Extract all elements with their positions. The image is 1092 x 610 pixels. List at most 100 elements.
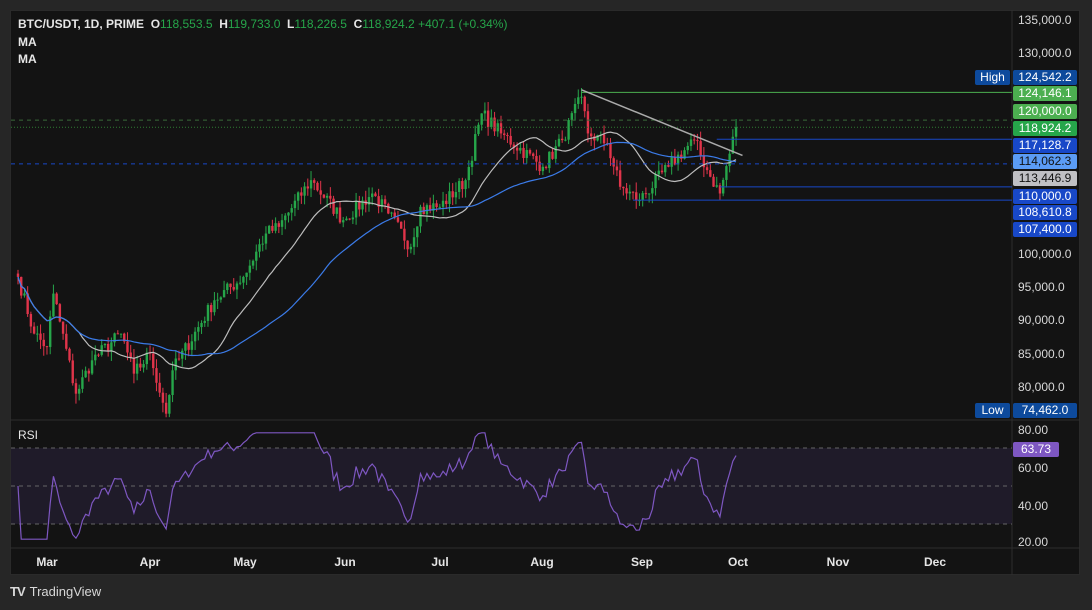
ma-slow-line [17, 141, 737, 357]
rsi-title: RSI [18, 428, 39, 442]
candle-body [332, 198, 335, 214]
candle-body [509, 135, 512, 145]
ma-legend-1[interactable]: MA [18, 35, 37, 49]
price-tag: 110,000.0 [1013, 189, 1077, 204]
candle-body [245, 272, 248, 277]
candle-body [296, 192, 300, 201]
candle-body [435, 203, 438, 207]
candle-body [45, 346, 49, 348]
candle-body [383, 199, 387, 204]
candle-body [226, 283, 229, 291]
candle-body [123, 333, 126, 342]
candle-body [171, 370, 174, 396]
time-axis-label: Sep [630, 555, 654, 569]
candle-body [586, 111, 590, 134]
candle-body [158, 382, 161, 393]
candle-body [222, 290, 226, 298]
candle-body [464, 180, 467, 190]
candle-body [683, 150, 686, 159]
rsi-line [17, 432, 737, 540]
time-axis-label: Aug [530, 555, 554, 569]
candle-body [174, 358, 177, 371]
candle-body [441, 200, 445, 207]
candle-body [290, 208, 293, 213]
candle-body [589, 133, 593, 137]
candle-body [261, 243, 264, 245]
candle-body [168, 395, 171, 414]
candle-body [532, 153, 535, 156]
candle-body [177, 358, 181, 360]
candle-body [699, 141, 702, 156]
candle-body [522, 147, 525, 158]
price-axis-label: 80,000.0 [1018, 380, 1065, 394]
candle-body [42, 339, 45, 347]
candle-body [345, 218, 348, 221]
candle-body [667, 165, 670, 167]
rsi-axis-label: 40.00 [1018, 499, 1049, 513]
candle-body [506, 135, 509, 137]
high-value: 119,733.0 [227, 17, 281, 31]
symbol-label: BTC/USDT, 1D, PRIME [18, 17, 145, 31]
candle-body [702, 155, 706, 168]
candle-body [483, 110, 487, 114]
candle-body [583, 96, 586, 112]
candle-body [23, 293, 26, 296]
candle-body [403, 228, 406, 241]
candle-body [106, 343, 110, 352]
candle-body [393, 212, 396, 218]
candle-body [715, 185, 718, 187]
candle-body [673, 157, 677, 165]
candle-body [193, 331, 197, 342]
candle-body [219, 297, 223, 300]
time-axis-label: Mar [36, 555, 58, 569]
candle-body [203, 320, 206, 323]
price-axis-label: 130,000.0 [1018, 46, 1072, 61]
candle-body [725, 166, 728, 180]
candle-body [287, 212, 290, 216]
candle-body [197, 327, 200, 332]
low-label: Low [975, 403, 1010, 418]
candle-body [570, 113, 574, 121]
candle-body [258, 244, 261, 252]
candle-body [71, 360, 74, 384]
candle-body [284, 215, 287, 221]
candle-body [335, 207, 338, 214]
l-label: L [287, 17, 295, 31]
h-label: H [219, 17, 228, 31]
ma-fast-line [17, 131, 737, 370]
candle-body [676, 154, 680, 165]
candle-body [428, 205, 432, 211]
candle-body [696, 140, 699, 142]
candle-body [709, 170, 712, 177]
candle-body [139, 363, 142, 368]
candle-body [602, 134, 606, 144]
candle-body [712, 176, 715, 187]
candle-body [116, 333, 120, 335]
candle-body [29, 314, 33, 327]
candle-body [548, 151, 551, 169]
candle-body [322, 194, 326, 198]
price-axis-label: 95,000.0 [1018, 279, 1065, 294]
candle-body [325, 195, 329, 198]
ma-legend-2[interactable]: MA [18, 52, 37, 66]
candle-body [338, 207, 342, 223]
candle-body [551, 151, 554, 159]
candle-body [416, 226, 419, 238]
candle-body [161, 392, 165, 403]
candle-body [480, 113, 483, 125]
candle-body [65, 333, 68, 349]
candle-body [100, 345, 103, 355]
price-tag: 118,924.2 [1013, 121, 1077, 136]
candle-body [425, 205, 429, 215]
candle-body [596, 135, 599, 141]
candle-body [216, 299, 219, 301]
open-value: 118,553.5 [160, 17, 213, 31]
candle-body [36, 333, 39, 335]
price-tag: 117,128.7 [1013, 138, 1077, 153]
candle-body [84, 370, 87, 378]
candle-body [55, 293, 58, 305]
candle-body [499, 123, 503, 134]
candle-body [232, 287, 235, 290]
price-axis-label: 90,000.0 [1018, 313, 1065, 328]
